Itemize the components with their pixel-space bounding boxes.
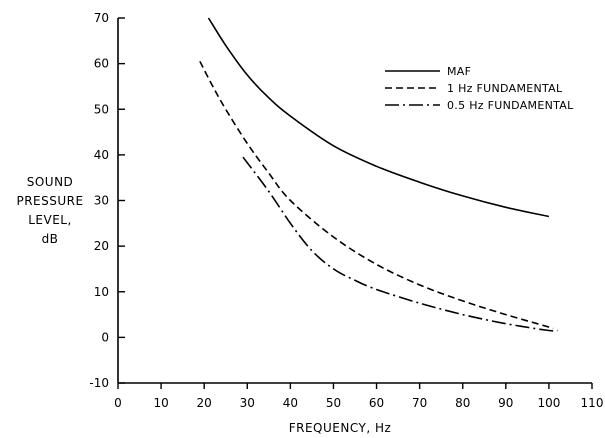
x-tick-label: 0 xyxy=(114,396,122,410)
y-tick-label: -10 xyxy=(89,376,109,390)
y-tick-label: 0 xyxy=(101,330,109,344)
y-tick-label: 20 xyxy=(94,239,109,253)
x-tick-label: 10 xyxy=(153,396,168,410)
y-axis-title-line: PRESSURE xyxy=(16,194,83,208)
y-tick-label: 60 xyxy=(94,57,109,71)
series-line-maf xyxy=(207,17,550,218)
x-tick-label: 90 xyxy=(498,396,513,410)
x-tick-label: 40 xyxy=(283,396,298,410)
x-tick-label: 30 xyxy=(240,396,255,410)
x-tick-label: 70 xyxy=(412,396,427,410)
legend-label-1-hz-fundamental: 1 Hz FUNDAMENTAL xyxy=(447,82,563,95)
legend-label-maf: MAF xyxy=(447,65,471,78)
legend-label-0-5-hz-fundamental: 0.5 Hz FUNDAMENTAL xyxy=(447,99,574,112)
y-tick-label: 40 xyxy=(94,148,109,162)
legend: MAF 1 Hz FUNDAMENTAL 0.5 Hz FUNDAMENTAL xyxy=(385,65,574,112)
x-tick-label: 60 xyxy=(369,396,384,410)
y-tick-label: 30 xyxy=(94,194,109,208)
y-tick-label: 10 xyxy=(94,285,109,299)
y-axis-title-line: SOUND xyxy=(27,175,74,189)
x-tick-label: 100 xyxy=(537,396,560,410)
y-tick-label: 50 xyxy=(94,102,109,116)
x-axis-title: FREQUENCY, Hz xyxy=(289,421,392,435)
x-tick-label: 110 xyxy=(581,396,604,410)
y-axis-title-line: dB xyxy=(42,232,59,246)
x-tick-label: 80 xyxy=(455,396,470,410)
axes: 0 10 20 30 40 50 60 70 80 90 100 110 -10 0 10 20 30 40 50 6… xyxy=(89,11,603,410)
y-tick-label: 70 xyxy=(94,11,109,25)
x-tick-label: 20 xyxy=(197,396,212,410)
series-group xyxy=(199,17,558,332)
y-axis-title-line: LEVEL, xyxy=(28,213,72,227)
x-tick-label: 50 xyxy=(326,396,341,410)
y-axis-title: SOUND PRESSURE LEVEL, dB xyxy=(16,175,83,246)
series-line-0-5-hz-fundamental xyxy=(242,156,558,332)
series-line-1-hz-fundamental xyxy=(199,60,554,330)
